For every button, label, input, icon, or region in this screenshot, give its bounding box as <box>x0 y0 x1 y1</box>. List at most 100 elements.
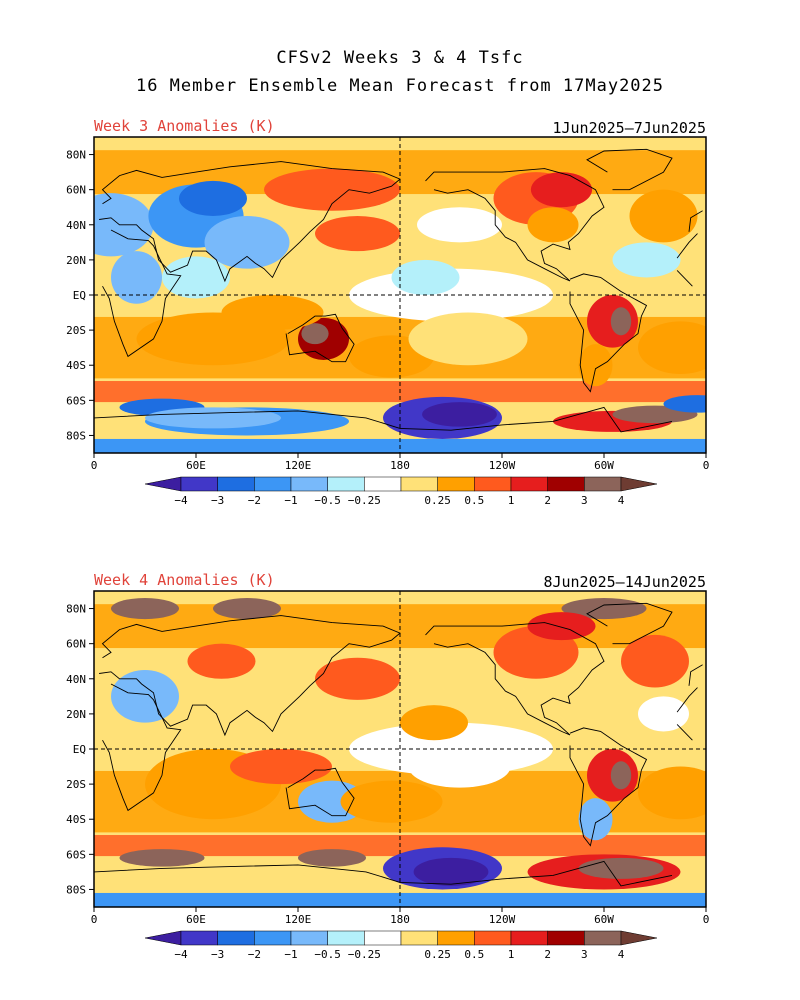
anomaly-blob <box>610 307 632 336</box>
lon-tick-label: 120W <box>489 913 516 926</box>
coastline-europe_asia <box>688 664 703 686</box>
anomaly-blob <box>638 321 706 374</box>
lat-tick-label: 60S <box>66 394 86 407</box>
colorbar-swatch <box>437 930 475 946</box>
anomaly-blob <box>422 402 497 427</box>
colorbar-swatch <box>327 930 365 946</box>
chart-subtitle: 16 Member Ensemble Mean Forecast from 17… <box>135 76 665 96</box>
lat-tick-label: 60N <box>66 638 86 651</box>
chart-title: CFSv2 Weeks 3 & 4 Tsfc <box>276 48 524 68</box>
coastline-namerica <box>425 168 605 282</box>
lat-tick-label: 20N <box>66 254 86 267</box>
anomaly-blob <box>578 344 613 387</box>
anomaly-blob <box>629 189 698 243</box>
coastline-antarctica <box>94 864 401 883</box>
lat-tick-label: EQ <box>73 289 86 302</box>
coastline-africa <box>676 687 698 713</box>
anomaly-blob <box>612 242 681 278</box>
colorbar-tick-label: 4 <box>618 494 625 507</box>
lon-tick-label: 180 <box>390 459 410 472</box>
lon-tick-label: 120W <box>489 459 516 472</box>
panel-1-label: Week 3 Anomalies (K) <box>94 117 275 135</box>
colorbar: −4 −3 −2 −1 −0.5 −0.25 0.25 0.5 1 2 3 4 <box>144 930 658 961</box>
colorbar-tick-label: −1 <box>284 494 297 507</box>
colorbar-tick-label: 0.25 <box>424 494 451 507</box>
anomaly-blob <box>408 312 528 366</box>
anomaly-blob <box>162 256 230 299</box>
colorbar-swatch <box>584 930 622 946</box>
anomaly-blob <box>136 312 290 366</box>
lat-tick-label: 80N <box>66 603 86 616</box>
anomaly-blob <box>264 168 400 211</box>
anomaly-blob <box>179 180 247 216</box>
lat-tick-label: 40S <box>66 813 86 826</box>
coastline-africa <box>676 724 693 741</box>
lon-tick-label: 0 <box>703 913 710 926</box>
coastline-europe_asia <box>99 615 401 737</box>
anomaly-blob <box>413 857 489 886</box>
lat-tick-label: 80N <box>66 149 86 162</box>
colorbar-swatch <box>180 930 218 946</box>
colorbar: −4 −3 −2 −1 −0.5 −0.25 0.25 0.5 1 2 3 4 <box>144 476 658 507</box>
coastline-africa <box>102 229 182 358</box>
anomaly-blob <box>578 798 613 841</box>
colorbar-tick-label: 2 <box>544 494 551 507</box>
colorbar-tick-label: 1 <box>508 494 515 507</box>
coastline-europe_asia <box>688 210 703 232</box>
coastline-africa <box>102 683 182 812</box>
coastline-samerica <box>569 273 648 393</box>
anomaly-blob <box>111 598 179 620</box>
coastline-antarctica <box>399 406 673 433</box>
colorbar-swatch <box>510 930 548 946</box>
anomaly-blob <box>230 749 332 785</box>
anomaly-blob <box>111 670 179 723</box>
lon-tick-label: 60E <box>186 913 206 926</box>
anomaly-blob <box>204 216 290 269</box>
coastline-australia <box>285 313 355 363</box>
anomaly-blob <box>340 780 443 823</box>
colorbar-tick-label: 0.5 <box>464 948 484 961</box>
coastline-antarctica <box>399 860 673 887</box>
lat-tick-label: 20S <box>66 324 86 337</box>
colorbar-low-arrow <box>144 930 182 946</box>
coastline-samerica <box>569 727 648 847</box>
anomaly-blob <box>315 216 400 252</box>
coastline-greenland <box>586 148 673 191</box>
colorbar-tick-label: −3 <box>211 494 224 507</box>
anomaly-blob <box>578 857 664 879</box>
lon-tick-label: 60E <box>186 459 206 472</box>
coastlines <box>94 602 703 887</box>
colorbar-tick-label: −3 <box>211 948 224 961</box>
coastline-namerica <box>425 622 605 736</box>
lon-tick-label: 120E <box>285 459 312 472</box>
anomaly-blob <box>145 407 281 429</box>
panel-2-dates: 8Jun2025–14Jun2025 <box>543 573 706 591</box>
coastline-antarctica <box>94 410 401 429</box>
anomaly-blob <box>391 259 460 296</box>
colorbar-tick-label: −4 <box>174 948 188 961</box>
lat-tick-label: 80S <box>66 883 86 896</box>
anomaly-blob <box>638 766 706 820</box>
anomaly-blob <box>408 745 511 788</box>
anomaly-blob <box>213 598 281 620</box>
colorbar-swatch <box>364 930 402 946</box>
colorbar-high-arrow <box>620 476 658 492</box>
lon-tick-label: 120E <box>285 913 312 926</box>
anomaly-blob <box>530 172 593 208</box>
colorbar-tick-label: −0.5 <box>314 494 341 507</box>
colorbar-tick-label: 3 <box>581 494 588 507</box>
coastlines <box>94 148 703 433</box>
colorbar-tick-label: 4 <box>618 948 625 961</box>
coastline-africa <box>676 233 698 259</box>
colorbar-tick-label: −2 <box>248 948 261 961</box>
colorbar-swatch <box>400 930 438 946</box>
anomaly-blob <box>663 395 706 413</box>
lat-tick-label: 40N <box>66 219 86 232</box>
colorbar-high-arrow <box>620 930 658 946</box>
anomaly-blob <box>301 323 329 345</box>
colorbar-tick-label: −1 <box>284 948 297 961</box>
lat-tick-label: 80S <box>66 429 86 442</box>
panel-2-label: Week 4 Anomalies (K) <box>94 571 275 589</box>
lon-tick-label: 0 <box>91 459 98 472</box>
coastline-australia <box>285 767 355 817</box>
